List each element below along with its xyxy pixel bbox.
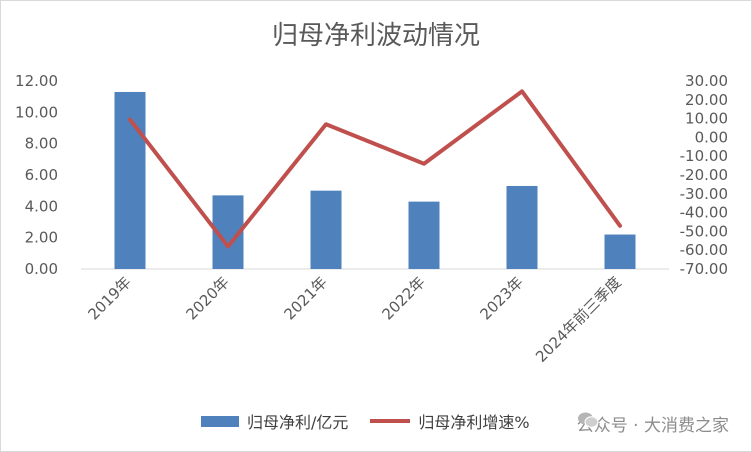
legend-swatch-line [370, 419, 411, 423]
y-left-tick-label: 0.00 [25, 260, 58, 278]
y-right-tick-label: -40.00 [680, 204, 728, 222]
legend-label-net-profit: 归母净利/亿元 [247, 413, 349, 432]
growth-line [128, 89, 622, 249]
y-left-tick-label: 8.00 [25, 135, 58, 153]
watermark: 公众号 · 大消费之家 [577, 411, 729, 436]
x-tick-label: 2019年 [84, 273, 134, 323]
y-right-tick-label: -50.00 [680, 222, 728, 240]
legend-swatch-bar [201, 415, 239, 427]
growth-point [227, 245, 229, 247]
y-right-tick-label: 20.00 [685, 91, 728, 109]
y-right-tick-label: -30.00 [680, 185, 728, 203]
chart-legend: 归母净利/亿元 归母净利增速% [201, 409, 552, 433]
y-right-tick-label: -10.00 [680, 147, 728, 165]
growth-point [129, 119, 131, 121]
bar [604, 234, 636, 269]
y-right-tick-label: 10.00 [685, 110, 728, 128]
legend-item-net-profit: 归母净利/亿元 [201, 409, 348, 433]
y-left-tick-label: 4.00 [25, 197, 58, 215]
x-tick-label: 2022年 [378, 273, 428, 323]
y-left-tick-label: 10.00 [15, 103, 58, 121]
y-left-tick-label: 6.00 [25, 166, 58, 184]
x-tick-label: 2020年 [182, 273, 232, 323]
growth-point [619, 225, 621, 227]
watermark-text: 公众号 · 大消费之家 [576, 416, 729, 436]
y-right-tick-label: -70.00 [680, 260, 728, 278]
legend-label-growth: 归母净利增速% [418, 413, 530, 432]
y-left-tick-label: 2.00 [25, 229, 58, 247]
y-left-tick-label: 12.00 [15, 72, 58, 90]
y-right-tick-label: 30.00 [685, 72, 728, 90]
legend-item-growth: 归母净利增速% [370, 409, 530, 433]
wechat-icon [577, 412, 599, 428]
bar [310, 190, 342, 269]
bar [408, 201, 440, 269]
y-right-tick-label: 0.00 [695, 128, 728, 146]
bar [506, 185, 538, 269]
x-tick-label: 2021年 [280, 273, 330, 323]
x-tick-label: 2024年前三季度 [532, 273, 625, 366]
growth-point [325, 123, 327, 125]
y-right-tick-label: -60.00 [680, 241, 728, 259]
growth-point [423, 163, 425, 165]
y-right-tick-label: -20.00 [680, 166, 728, 184]
chart-title: 归母净利波动情况 [271, 21, 480, 51]
growth-point [521, 90, 523, 92]
x-tick-label: 2023年 [476, 273, 526, 323]
